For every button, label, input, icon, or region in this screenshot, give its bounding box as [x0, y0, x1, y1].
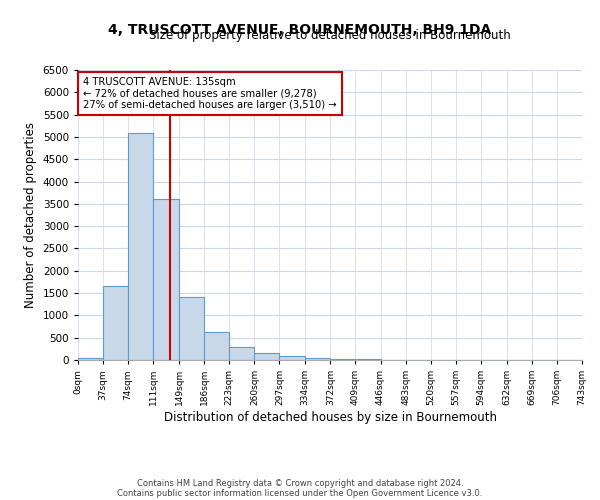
Text: Contains HM Land Registry data © Crown copyright and database right 2024.: Contains HM Land Registry data © Crown c…: [137, 478, 463, 488]
Bar: [280, 356, 305, 360]
Y-axis label: Number of detached properties: Number of detached properties: [24, 122, 37, 308]
Bar: [179, 296, 204, 360]
Bar: [153, 200, 179, 360]
Text: Contains public sector information licensed under the Open Government Licence v3: Contains public sector information licen…: [118, 488, 482, 498]
Bar: [305, 358, 331, 360]
Bar: [204, 332, 229, 360]
Bar: [78, 358, 103, 360]
Bar: [254, 353, 280, 360]
Text: 4 TRUSCOTT AVENUE: 135sqm
← 72% of detached houses are smaller (9,278)
27% of se: 4 TRUSCOTT AVENUE: 135sqm ← 72% of detac…: [83, 76, 337, 110]
Title: Size of property relative to detached houses in Bournemouth: Size of property relative to detached ho…: [149, 30, 511, 43]
Text: 4, TRUSCOTT AVENUE, BOURNEMOUTH, BH9 1DA: 4, TRUSCOTT AVENUE, BOURNEMOUTH, BH9 1DA: [109, 22, 491, 36]
Bar: [331, 358, 355, 360]
Bar: [103, 286, 128, 360]
X-axis label: Distribution of detached houses by size in Bournemouth: Distribution of detached houses by size …: [163, 411, 497, 424]
Bar: [128, 134, 153, 360]
Bar: [229, 346, 254, 360]
